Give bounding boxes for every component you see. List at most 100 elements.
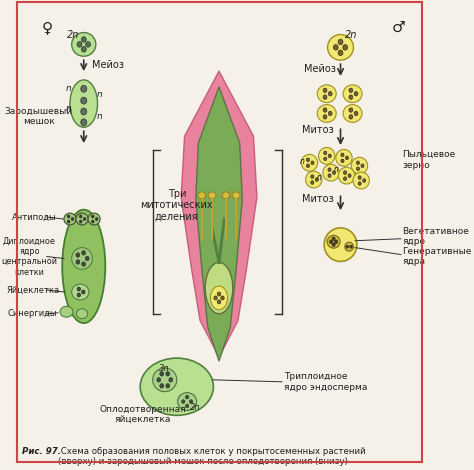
- Text: 2n: 2n: [345, 30, 357, 39]
- Circle shape: [81, 119, 87, 126]
- Circle shape: [348, 174, 351, 177]
- Circle shape: [311, 175, 314, 178]
- Circle shape: [81, 97, 87, 104]
- Circle shape: [81, 108, 87, 115]
- Circle shape: [76, 253, 80, 257]
- Circle shape: [332, 237, 335, 241]
- Ellipse shape: [323, 164, 339, 181]
- Circle shape: [81, 86, 87, 92]
- Circle shape: [311, 181, 314, 184]
- Ellipse shape: [353, 172, 369, 189]
- Circle shape: [86, 42, 91, 47]
- Circle shape: [182, 400, 185, 403]
- Text: Мейоз: Мейоз: [92, 60, 124, 70]
- Text: Вегетативное
ядро: Вегетативное ядро: [402, 227, 469, 246]
- Circle shape: [328, 154, 331, 157]
- Circle shape: [324, 151, 327, 155]
- Circle shape: [80, 215, 82, 218]
- Ellipse shape: [222, 192, 230, 199]
- Circle shape: [306, 158, 310, 162]
- Text: 3n: 3n: [159, 364, 170, 374]
- Circle shape: [349, 108, 353, 112]
- Circle shape: [160, 372, 164, 376]
- Circle shape: [335, 240, 338, 243]
- Ellipse shape: [306, 171, 322, 188]
- Circle shape: [350, 245, 352, 248]
- Text: n: n: [96, 112, 102, 121]
- Text: Схема образования половых клеток у покрытосеменных растений
(вверху) и зародышев: Схема образования половых клеток у покры…: [58, 447, 365, 466]
- Circle shape: [361, 164, 364, 167]
- Ellipse shape: [210, 286, 228, 310]
- Circle shape: [332, 171, 336, 174]
- Circle shape: [333, 45, 338, 50]
- Circle shape: [77, 293, 81, 297]
- Circle shape: [358, 176, 361, 180]
- Circle shape: [160, 384, 164, 388]
- Text: Мейоз: Мейоз: [304, 64, 336, 74]
- Circle shape: [328, 111, 332, 116]
- Text: Три
митотических
деления: Три митотических деления: [140, 188, 213, 222]
- Circle shape: [328, 174, 331, 177]
- Ellipse shape: [301, 155, 318, 171]
- Circle shape: [67, 215, 70, 218]
- Circle shape: [82, 290, 85, 294]
- Ellipse shape: [76, 213, 88, 225]
- Ellipse shape: [72, 248, 92, 269]
- Text: Рис. 97.: Рис. 97.: [22, 447, 61, 456]
- Ellipse shape: [338, 167, 355, 184]
- Circle shape: [354, 111, 358, 116]
- Circle shape: [157, 378, 161, 382]
- Circle shape: [85, 256, 89, 261]
- Ellipse shape: [140, 358, 213, 415]
- Text: Синергиды: Синергиды: [7, 309, 57, 318]
- Text: 2n: 2n: [191, 403, 201, 412]
- Text: n: n: [299, 157, 304, 166]
- Circle shape: [358, 182, 361, 185]
- Ellipse shape: [72, 32, 96, 56]
- Text: ♂: ♂: [392, 20, 405, 35]
- Circle shape: [166, 384, 170, 388]
- Ellipse shape: [324, 228, 357, 261]
- Circle shape: [221, 296, 224, 300]
- Circle shape: [95, 218, 98, 220]
- Text: 2n: 2n: [67, 30, 80, 39]
- Circle shape: [343, 45, 347, 50]
- Circle shape: [323, 95, 327, 99]
- Text: Митоз: Митоз: [302, 125, 334, 135]
- Circle shape: [332, 243, 335, 246]
- Text: Оплодотворенная
яйцеклетка: Оплодотворенная яйцеклетка: [99, 405, 186, 424]
- Text: n: n: [65, 84, 71, 93]
- Circle shape: [323, 108, 327, 112]
- Text: n: n: [65, 104, 71, 113]
- Ellipse shape: [343, 105, 362, 122]
- Ellipse shape: [208, 192, 216, 199]
- Ellipse shape: [343, 85, 362, 102]
- Ellipse shape: [76, 309, 88, 319]
- Circle shape: [306, 164, 310, 167]
- Circle shape: [356, 161, 359, 164]
- Ellipse shape: [345, 242, 354, 251]
- Circle shape: [169, 378, 173, 382]
- Polygon shape: [181, 71, 257, 357]
- Text: Генеративные
ядра: Генеративные ядра: [402, 247, 472, 266]
- Circle shape: [77, 287, 81, 291]
- Circle shape: [324, 157, 327, 161]
- Ellipse shape: [72, 284, 89, 300]
- Circle shape: [77, 42, 82, 47]
- Circle shape: [91, 215, 94, 218]
- Circle shape: [166, 372, 170, 376]
- Ellipse shape: [153, 368, 177, 392]
- Text: Зародышевый
мешок: Зародышевый мешок: [5, 107, 73, 126]
- Circle shape: [190, 400, 192, 403]
- Circle shape: [186, 395, 189, 399]
- Ellipse shape: [60, 306, 73, 317]
- Circle shape: [315, 178, 319, 181]
- Text: n: n: [334, 165, 338, 174]
- Circle shape: [346, 156, 348, 160]
- Circle shape: [82, 37, 86, 42]
- Circle shape: [91, 220, 94, 223]
- Ellipse shape: [351, 157, 368, 174]
- Circle shape: [338, 50, 343, 55]
- Text: n: n: [317, 173, 321, 182]
- Ellipse shape: [178, 392, 197, 410]
